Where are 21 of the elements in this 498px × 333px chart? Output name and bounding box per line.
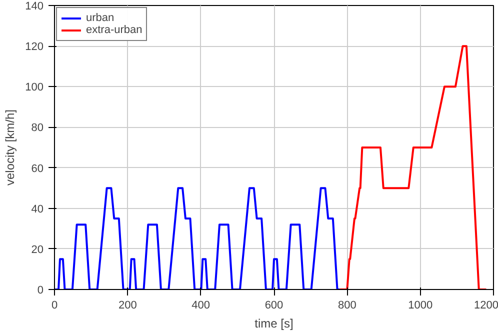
x-tick-label: 400	[192, 300, 210, 312]
y-tick-label: 100	[25, 82, 44, 94]
legend-label: urban	[86, 12, 114, 24]
x-tick-label: 0	[51, 300, 58, 312]
x-tick-label: 1200	[474, 300, 498, 312]
y-tick-label: 120	[25, 41, 44, 54]
x-tick-label: 800	[338, 300, 356, 312]
x-axis-title: time [s]	[254, 316, 294, 330]
x-tick-label: 1000	[408, 300, 433, 312]
x-tick-label: 200	[118, 300, 137, 312]
y-tick-label: 20	[31, 244, 44, 256]
y-tick-label: 80	[31, 122, 44, 134]
y-tick-label: 140	[25, 0, 44, 12]
y-axis-title: velocity [km/h]	[3, 109, 18, 186]
line-series	[54, 187, 341, 290]
y-tick-label: 60	[31, 162, 44, 175]
x-tick-label: 600	[264, 300, 284, 312]
y-tick-label: 40	[31, 203, 44, 216]
legend-label: extra-urban	[86, 24, 142, 36]
y-tick-label: 0	[37, 284, 44, 296]
line-series	[338, 45, 488, 290]
